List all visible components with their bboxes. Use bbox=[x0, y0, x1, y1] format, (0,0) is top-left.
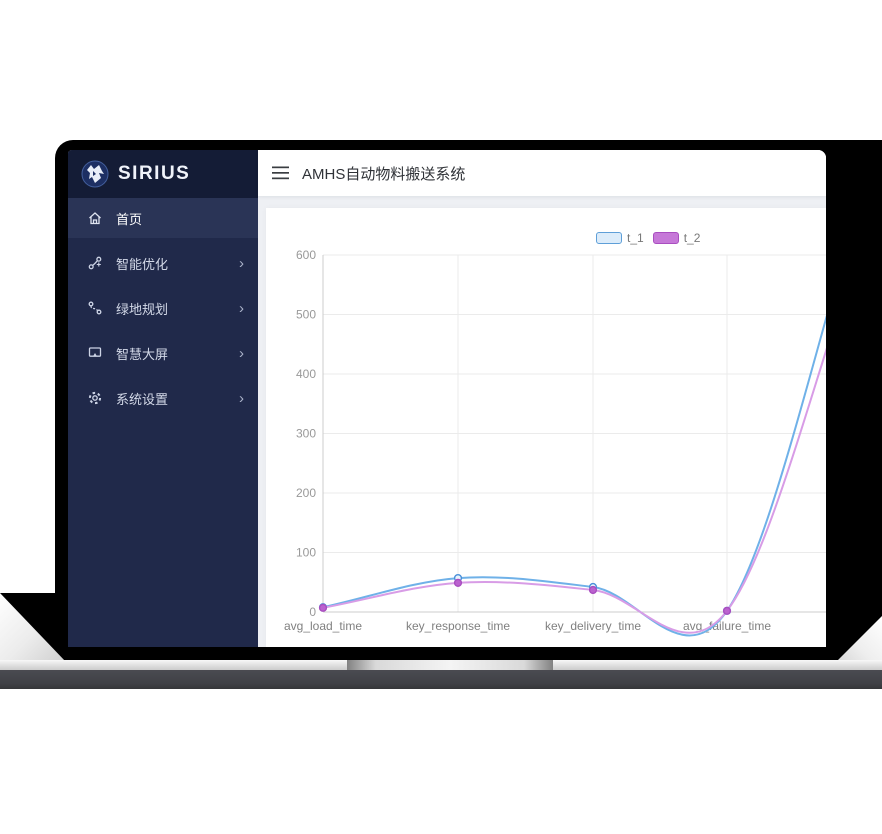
sidebar-item-settings[interactable]: 系统设置 › bbox=[68, 378, 258, 418]
y-tick-label: 200 bbox=[296, 486, 316, 500]
y-tick-label: 400 bbox=[296, 367, 316, 381]
x-tick-label: avg_failure_time bbox=[683, 619, 771, 633]
sidebar-item-label: 绿地规划 bbox=[116, 301, 169, 317]
laptop-base bbox=[0, 670, 882, 689]
chevron-right-icon: › bbox=[239, 344, 244, 362]
hamburger-icon[interactable] bbox=[272, 166, 290, 180]
laptop-hinge-notch bbox=[347, 660, 553, 670]
page-title: AMHS自动物料搬送系统 bbox=[302, 165, 466, 183]
sidebar-item-planning[interactable]: 绿地规划 › bbox=[68, 288, 258, 328]
chart-legend: t_1 t_2 bbox=[596, 231, 700, 245]
y-tick-label: 600 bbox=[296, 248, 316, 262]
sidebar-menu: 首页 智能优化 › bbox=[68, 198, 258, 418]
sidebar-item-home[interactable]: 首页 bbox=[68, 198, 258, 238]
data-point-t_2 bbox=[318, 603, 328, 612]
main-area: AMHS自动物料搬送系统 t_1 t_2 0 100 200 300 400 bbox=[258, 150, 826, 647]
sidebar-item-bigscreen[interactable]: 智慧大屏 › bbox=[68, 333, 258, 373]
sidebar-item-label: 智慧大屏 bbox=[116, 346, 169, 362]
legend-swatch-t1 bbox=[596, 232, 622, 244]
sirius-wolf-logo-icon bbox=[81, 160, 109, 188]
sidebar-item-label: 智能优化 bbox=[116, 256, 169, 272]
brand-name: SIRIUS bbox=[118, 163, 191, 184]
y-tick-label: 100 bbox=[296, 546, 316, 560]
legend-item-t2[interactable]: t_2 bbox=[652, 231, 701, 245]
sidebar-item-label: 首页 bbox=[116, 211, 143, 227]
y-tick-label: 0 bbox=[309, 605, 316, 619]
x-tick-label: avg_load_time bbox=[284, 619, 362, 633]
optimize-icon bbox=[87, 255, 103, 271]
x-tick-label: key_response_time bbox=[406, 619, 510, 633]
settings-icon bbox=[87, 390, 103, 406]
sidebar: SIRIUS 首页 bbox=[68, 150, 258, 647]
screen-icon bbox=[87, 345, 103, 361]
data-point-t_2 bbox=[722, 606, 732, 615]
legend-label: t_1 bbox=[627, 231, 644, 245]
sidebar-item-label: 系统设置 bbox=[116, 391, 169, 407]
line-chart[interactable]: 0 100 200 300 400 500 600 avg_load_time key_resp… bbox=[266, 208, 826, 647]
legend-swatch-t2 bbox=[652, 232, 679, 244]
content-area: t_1 t_2 0 100 200 300 400 500 600 avg_load_time… bbox=[258, 196, 826, 647]
logo-bar: SIRIUS bbox=[68, 150, 258, 198]
data-point-t_2 bbox=[588, 585, 598, 595]
series-line-t_2 bbox=[322, 347, 826, 634]
y-tick-label: 500 bbox=[296, 308, 316, 322]
y-tick-label: 300 bbox=[296, 427, 316, 441]
x-tick-label: key_delivery_time bbox=[545, 619, 641, 633]
planning-icon bbox=[87, 300, 103, 316]
chevron-right-icon: › bbox=[239, 389, 244, 407]
chart-card: t_1 t_2 0 100 200 300 400 500 600 avg_load_time… bbox=[266, 208, 826, 647]
legend-item-t1[interactable]: t_1 bbox=[596, 231, 644, 245]
app-window: SIRIUS 首页 bbox=[68, 150, 826, 647]
home-icon bbox=[87, 210, 103, 226]
legend-label: t_2 bbox=[683, 231, 701, 245]
top-header: AMHS自动物料搬送系统 bbox=[258, 150, 826, 196]
sidebar-item-optimize[interactable]: 智能优化 › bbox=[68, 243, 258, 283]
chevron-right-icon: › bbox=[239, 254, 244, 272]
chevron-right-icon: › bbox=[239, 299, 244, 317]
data-point-t_2 bbox=[453, 578, 463, 587]
